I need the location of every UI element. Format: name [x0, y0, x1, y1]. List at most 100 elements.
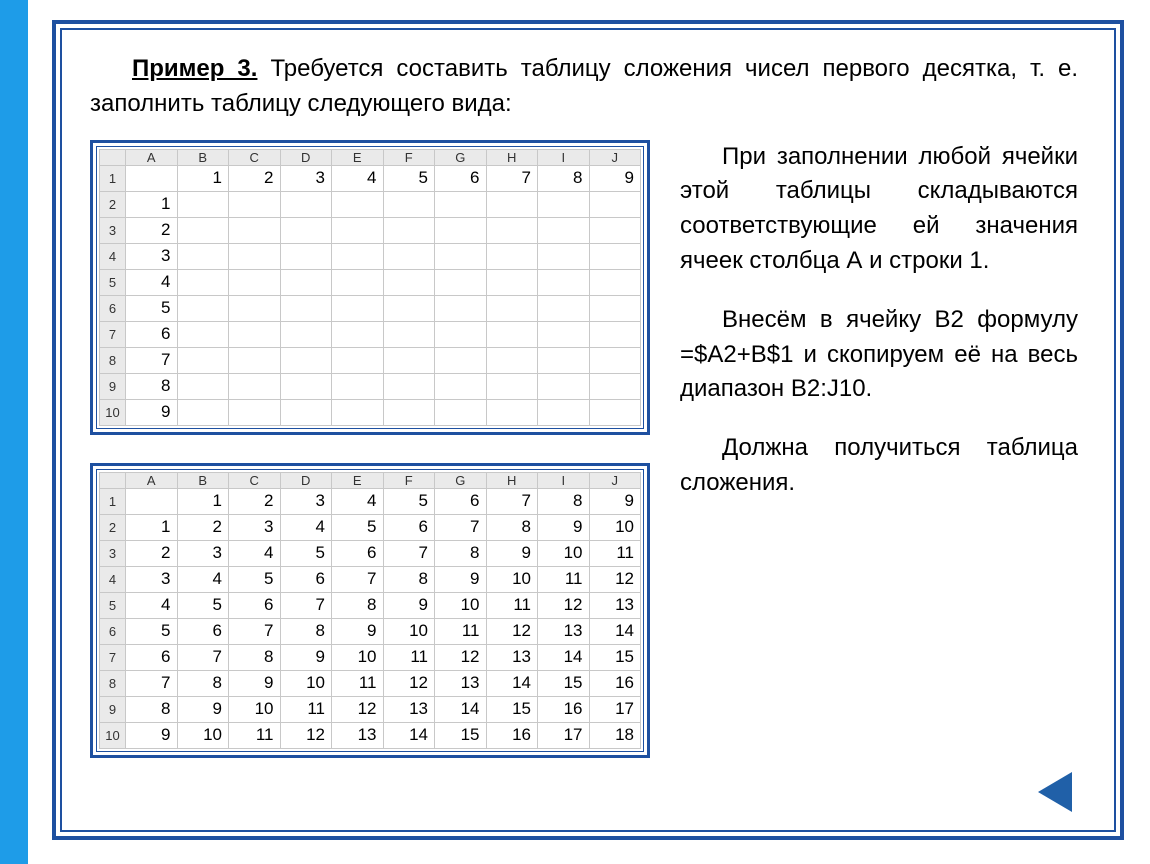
- sheet-cell: 14: [435, 696, 487, 722]
- sheet-cell: [589, 295, 641, 321]
- sheet-cell: 11: [435, 618, 487, 644]
- sheet-cell: [280, 295, 332, 321]
- column-header: B: [177, 149, 229, 165]
- sheet-cell: 12: [280, 722, 332, 748]
- sheet-cell: 9: [126, 722, 178, 748]
- sheet-cell: [538, 269, 590, 295]
- sheet-cell: 5: [332, 514, 384, 540]
- column-header: C: [229, 149, 281, 165]
- sheet-cell: 6: [435, 165, 487, 191]
- sheet-cell: 6: [126, 321, 178, 347]
- sheet-cell: 9: [589, 488, 641, 514]
- column-header: B: [177, 472, 229, 488]
- sheet-cell: 7: [126, 670, 178, 696]
- sheet-cell: [538, 191, 590, 217]
- sheet-cell: 15: [435, 722, 487, 748]
- sheet-cell: [383, 399, 435, 425]
- paragraph-1: При заполнении любой ячейки этой таблицы…: [680, 140, 1078, 279]
- sheet-cell: 9: [538, 514, 590, 540]
- column-header: C: [229, 472, 281, 488]
- sheet-cell: 8: [538, 165, 590, 191]
- sheet-cell: [435, 191, 487, 217]
- sheet-cell: 9: [435, 566, 487, 592]
- sheet-cell: [177, 347, 229, 373]
- sheet-cell: 6: [229, 592, 281, 618]
- sheet-cell: [435, 347, 487, 373]
- column-header: F: [383, 472, 435, 488]
- sheet-cell: 5: [280, 540, 332, 566]
- sheet-cell: 13: [435, 670, 487, 696]
- sheet-cell: 4: [280, 514, 332, 540]
- sheet-cell: 13: [589, 592, 641, 618]
- row-header: 10: [100, 399, 126, 425]
- sheet-cell: [538, 321, 590, 347]
- row-header: 7: [100, 644, 126, 670]
- column-header: E: [332, 149, 384, 165]
- sheet-cell: 4: [229, 540, 281, 566]
- sheet-cell: [383, 347, 435, 373]
- sheet-cell: [486, 347, 538, 373]
- slide-left-accent-bar: [0, 0, 28, 864]
- sheet-cell: 5: [126, 295, 178, 321]
- sheet-cell: [435, 217, 487, 243]
- sheet-cell: 10: [177, 722, 229, 748]
- sheet-cell: [332, 217, 384, 243]
- sheet-cell: 7: [332, 566, 384, 592]
- column-header: J: [589, 149, 641, 165]
- sheet-cell: [126, 488, 178, 514]
- sheet-cell: [280, 373, 332, 399]
- column-header: F: [383, 149, 435, 165]
- row-header: 3: [100, 217, 126, 243]
- sheet-cell: 8: [332, 592, 384, 618]
- column-header: G: [435, 149, 487, 165]
- sheet-cell: 9: [126, 399, 178, 425]
- sheet-cell: 5: [383, 165, 435, 191]
- sheet-cell: 11: [538, 566, 590, 592]
- sheet-cell: 16: [538, 696, 590, 722]
- sheet-cell: [538, 295, 590, 321]
- sheet-cell: [280, 269, 332, 295]
- sheet-cell: [229, 399, 281, 425]
- sheet-cell: [538, 347, 590, 373]
- sheet-cell: [435, 295, 487, 321]
- sheet-cell: 6: [332, 540, 384, 566]
- sheet-cell: 14: [589, 618, 641, 644]
- sheet-cell: [332, 243, 384, 269]
- sheet-cell: [589, 243, 641, 269]
- sheet-cell: 7: [280, 592, 332, 618]
- sheet-cell: [332, 269, 384, 295]
- sheet-cell: 9: [383, 592, 435, 618]
- row-header: 8: [100, 347, 126, 373]
- sheet-cell: [177, 373, 229, 399]
- sheet-cell: 2: [229, 488, 281, 514]
- sheet-cell: 9: [280, 644, 332, 670]
- sheet-cell: 5: [126, 618, 178, 644]
- sheet-cell: 1: [126, 191, 178, 217]
- sheet-cell: 17: [538, 722, 590, 748]
- sheet-cell: [332, 347, 384, 373]
- sheet-cell: 10: [229, 696, 281, 722]
- row-header: 9: [100, 696, 126, 722]
- sheet-cell: [332, 399, 384, 425]
- sheet-cell: [229, 347, 281, 373]
- sheet-cell: 10: [383, 618, 435, 644]
- sheet-cell: [383, 191, 435, 217]
- sheet-cell: 1: [177, 488, 229, 514]
- sheet-cell: [280, 399, 332, 425]
- sheet-cell: 15: [589, 644, 641, 670]
- nav-back-arrow-icon[interactable]: [1038, 772, 1072, 812]
- text-column: При заполнении любой ячейки этой таблицы…: [680, 140, 1078, 786]
- row-header: 4: [100, 566, 126, 592]
- sheet-cell: [280, 347, 332, 373]
- sheet-cell: [332, 191, 384, 217]
- sheet-cell: 7: [126, 347, 178, 373]
- row-header: 10: [100, 722, 126, 748]
- sheet-cell: [486, 191, 538, 217]
- sheet-cell: 12: [538, 592, 590, 618]
- sheet-cell: 4: [177, 566, 229, 592]
- column-header: A: [126, 472, 178, 488]
- sheet-cell: 18: [589, 722, 641, 748]
- sheet-cell: [332, 295, 384, 321]
- sheet-cell: [589, 347, 641, 373]
- sheet-cell: 1: [177, 165, 229, 191]
